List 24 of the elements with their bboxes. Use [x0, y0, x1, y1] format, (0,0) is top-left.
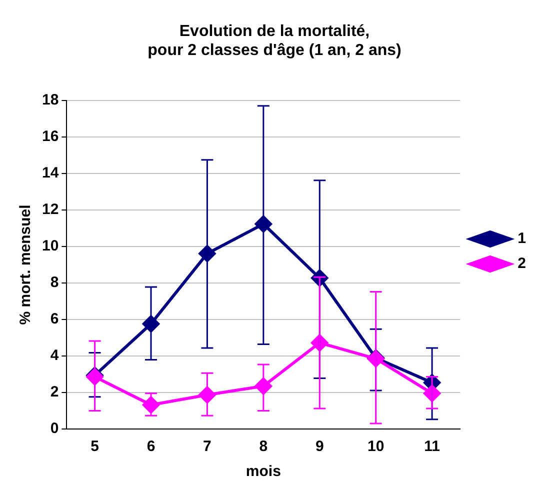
x-tick-label: 6	[146, 438, 156, 456]
y-tick-label: 18	[42, 92, 59, 109]
x-tick-label: 10	[368, 438, 384, 456]
point	[254, 215, 272, 232]
x-tick-label: 8	[259, 438, 268, 456]
y-tick-label: 12	[42, 201, 59, 218]
y-tick-label: 0	[50, 420, 59, 438]
y-tick-label: 4	[50, 347, 60, 364]
y-tick-label: 16	[42, 128, 59, 146]
chart-title: Evolution de la mortalité, pour 2 classes d'âge (1 an, 2 ans)	[148, 23, 402, 60]
y-tick-label: 6	[50, 310, 59, 328]
x-tick-label: 9	[315, 438, 324, 456]
y-tick-label: 8	[50, 274, 59, 292]
x-tick-label: 7	[203, 438, 212, 456]
legend-label: 1	[518, 230, 526, 248]
x-axis-title: mois	[246, 463, 281, 480]
y-tick-label: 10	[42, 238, 59, 255]
point	[142, 396, 160, 414]
y-tick-label: 2	[50, 384, 59, 401]
x-tick-label: 5	[90, 438, 99, 456]
x-tick-label: 11	[424, 438, 440, 456]
legend-label: 2	[518, 255, 526, 272]
y-tick-label: 14	[42, 164, 60, 182]
y-axis-title: % mort. mensuel	[17, 204, 34, 325]
